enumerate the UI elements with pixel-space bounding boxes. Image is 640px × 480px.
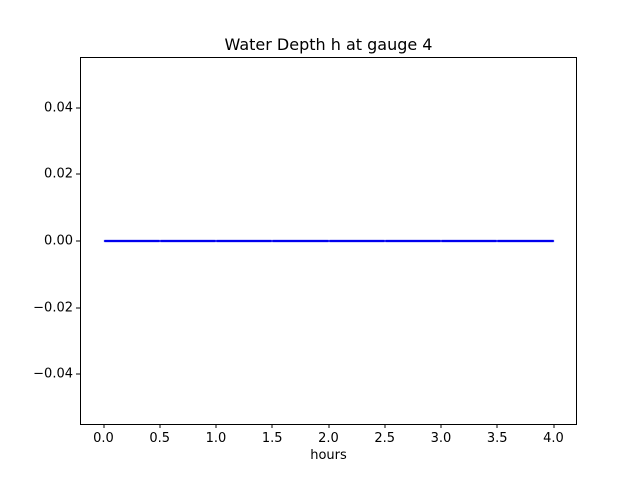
y-tick-label: −0.02 (33, 300, 73, 316)
x-tick-mark (103, 424, 104, 428)
x-tick-mark (496, 424, 498, 428)
x-tick-label: 0.0 (93, 431, 114, 446)
y-tick-label: 0.02 (44, 166, 73, 182)
x-tick-mark (553, 424, 554, 428)
y-tick-label: 0.04 (44, 100, 73, 116)
x-tick-label: 3.5 (486, 431, 508, 446)
series-line-water-depth-h (441, 240, 498, 242)
x-tick-label: 3.0 (430, 431, 452, 446)
x-tick-label: 1.5 (261, 431, 283, 446)
x-tick-mark (328, 424, 329, 428)
y-tick-mark (76, 307, 80, 309)
series-line-water-depth-h (384, 240, 441, 242)
y-tick-mark (76, 107, 80, 109)
x-tick-mark (159, 424, 161, 428)
x-axis-label: hours (310, 448, 347, 463)
y-tick-mark (76, 240, 80, 242)
x-tick-mark (215, 424, 217, 428)
series-line-water-depth-h (159, 240, 216, 242)
y-tick-mark (76, 173, 80, 175)
x-tick-mark (271, 424, 273, 428)
y-tick-label: −0.04 (33, 366, 73, 382)
chart-title: Water Depth h at gauge 4 (224, 35, 433, 54)
x-tick-mark (440, 424, 442, 428)
series-line-water-depth-h (497, 240, 554, 242)
x-tick-mark (384, 424, 386, 428)
y-tick-label: 0.00 (44, 233, 73, 249)
series-line-water-depth-h (103, 240, 160, 242)
series-line-water-depth-h (216, 240, 273, 242)
y-tick-mark (76, 373, 80, 375)
plot-area: 0.0 0.5 1.0 1.5 2.0 2.5 3.0 3.5 4.0 −0.04 −0.02 0.0… (33, 57, 577, 446)
x-tick-label: 1.0 (205, 431, 227, 446)
series-line-water-depth-h (328, 240, 385, 242)
x-tick-label: 2.5 (374, 431, 396, 446)
x-tick-label: 2.0 (318, 431, 339, 446)
x-tick-label: 0.5 (149, 431, 171, 446)
x-tick-label: 4.0 (543, 431, 564, 446)
series-line-water-depth-h (272, 240, 329, 242)
